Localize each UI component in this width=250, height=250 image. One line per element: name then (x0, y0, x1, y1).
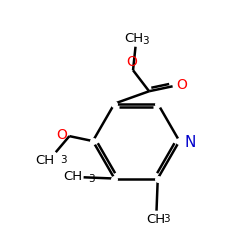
Text: N: N (185, 135, 196, 150)
Text: O: O (126, 55, 137, 69)
Text: CH: CH (63, 170, 82, 183)
Text: CH: CH (146, 213, 165, 226)
Text: 3: 3 (163, 214, 169, 224)
Text: CH: CH (36, 154, 54, 167)
Text: 3: 3 (60, 156, 67, 166)
Text: 3: 3 (142, 36, 148, 46)
Text: CH: CH (125, 32, 144, 45)
Text: 3: 3 (88, 174, 95, 184)
Text: O: O (176, 78, 187, 92)
Text: O: O (56, 128, 68, 142)
